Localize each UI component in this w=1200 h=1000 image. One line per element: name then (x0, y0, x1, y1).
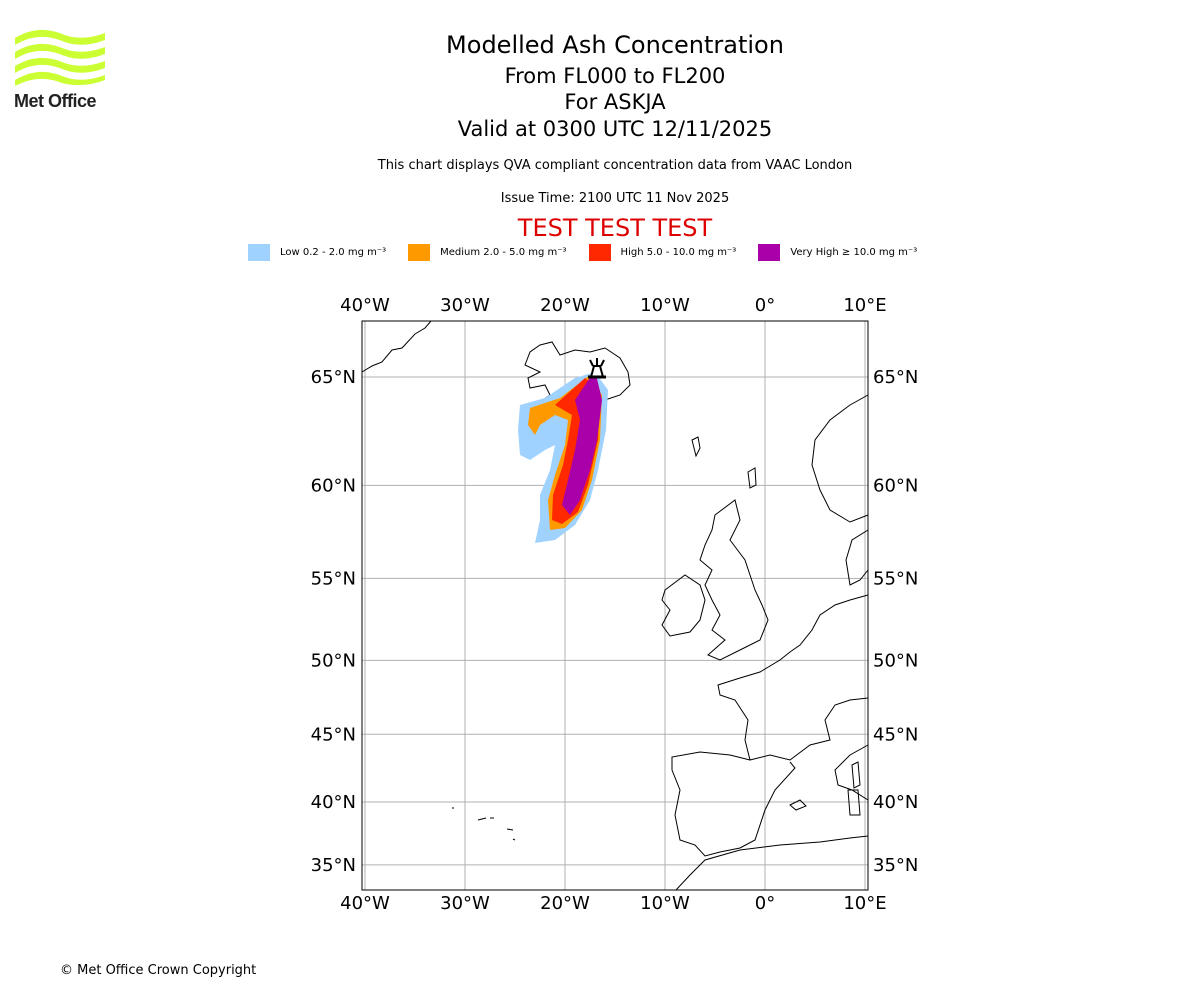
coast-italy (834, 744, 869, 801)
legend-label: Medium 2.0 - 5.0 mg m⁻³ (440, 247, 567, 258)
lon-tick-label: 0° (755, 893, 775, 914)
lon-tick-label: 0° (755, 295, 775, 316)
legend-item: Medium 2.0 - 5.0 mg m⁻³ (408, 244, 567, 261)
legend-swatch (588, 244, 611, 261)
legend-swatch (408, 244, 431, 261)
lat-tick-label: 55°N (311, 568, 356, 589)
lat-tick-label: 40°N (873, 792, 918, 813)
flight-level-range: From FL000 to FL200 (504, 64, 726, 88)
lat-tick-label: 35°N (873, 855, 918, 876)
map-frame (361, 320, 869, 891)
lat-tick-label: 50°N (873, 650, 918, 671)
lon-tick-label: 30°W (440, 893, 490, 914)
legend: Low 0.2 - 2.0 mg m⁻³ Medium 2.0 - 5.0 mg … (248, 244, 939, 261)
lon-tick-label: 40°W (340, 295, 390, 316)
legend-item: High 5.0 - 10.0 mg m⁻³ (588, 244, 737, 261)
lat-tick-label: 55°N (873, 568, 918, 589)
legend-label: High 5.0 - 10.0 mg m⁻³ (620, 247, 737, 258)
lat-tick-label: 50°N (311, 650, 356, 671)
logo-text: Met Office (14, 91, 97, 111)
lat-tick-label: 40°N (311, 792, 356, 813)
legend-swatch (758, 244, 781, 261)
legend-label: Very High ≥ 10.0 mg m⁻³ (790, 247, 918, 258)
coast-norway (811, 394, 869, 523)
coast-africa (675, 835, 869, 891)
volcano-name: For ASKJA (564, 90, 666, 114)
lon-tick-label: 20°W (540, 295, 590, 316)
ash-plume (518, 370, 608, 543)
lat-tick-label: 65°N (311, 367, 356, 388)
subtitle: This chart displays QVA compliant concen… (377, 158, 853, 173)
legend-item: Very High ≥ 10.0 mg m⁻³ (758, 244, 917, 261)
lon-tick-label: 10°W (640, 893, 690, 914)
lat-tick-label: 60°N (873, 475, 918, 496)
graticule (362, 321, 868, 890)
lat-tick-label: 45°N (873, 724, 918, 745)
issue-time: Issue Time: 2100 UTC 11 Nov 2025 (500, 191, 730, 206)
lon-tick-label: 40°W (340, 893, 390, 914)
coast-corsica-sardinia (847, 761, 861, 816)
coast-continent (717, 594, 869, 761)
lat-tick-label: 65°N (873, 367, 918, 388)
coast-denmark-sweden (845, 529, 869, 586)
lat-tick-label: 35°N (311, 855, 356, 876)
valid-time: Valid at 0300 UTC 12/11/2025 (457, 117, 773, 141)
coast-balearics (789, 799, 807, 811)
copyright: © Met Office Crown Copyright (60, 963, 257, 978)
legend-swatch (248, 244, 270, 261)
chart-title: Modelled Ash Concentration (446, 31, 784, 59)
coast-ireland (661, 574, 706, 637)
volcano-icon (588, 358, 606, 379)
coast-faroe (691, 436, 701, 458)
lon-tick-label: 10°E (843, 893, 886, 914)
lon-tick-label: 10°W (640, 295, 690, 316)
lon-tick-label: 20°W (540, 893, 590, 914)
met-office-logo (15, 29, 105, 86)
axis-labels: 40°W 40°W 30°W 30°W 20°W 20°W 10°W 10°W 0° 0° 10°E… (311, 295, 919, 914)
lon-tick-label: 30°W (440, 295, 490, 316)
coastlines (361, 320, 869, 891)
legend-label: Low 0.2 - 2.0 mg m⁻³ (280, 247, 387, 258)
coast-great-britain (699, 499, 769, 661)
lat-tick-label: 45°N (311, 724, 356, 745)
coast-shetland (747, 467, 757, 489)
lon-tick-label: 10°E (843, 295, 886, 316)
lat-tick-label: 60°N (311, 475, 356, 496)
coast-iberia (671, 751, 796, 857)
coast-greenland (361, 320, 432, 373)
coast-azores (452, 807, 516, 841)
ash-very-high-area (562, 370, 602, 515)
test-banner: TEST TEST TEST (517, 214, 713, 242)
legend-item: Low 0.2 - 2.0 mg m⁻³ (248, 244, 386, 261)
